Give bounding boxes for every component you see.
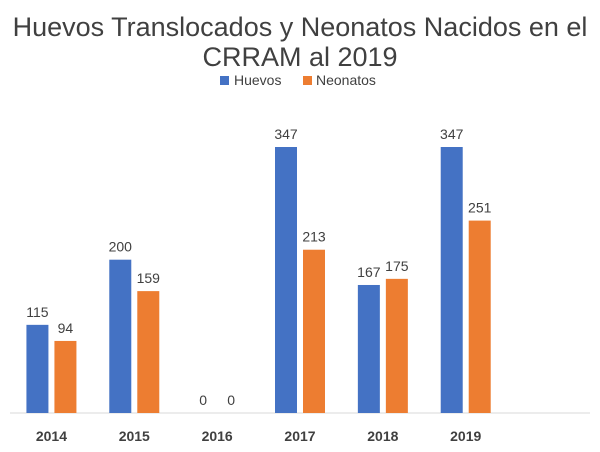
bar-neonatos-2014 (54, 340, 77, 413)
legend-label-huevos: Huevos (234, 72, 281, 88)
bar-huevos-2019 (440, 147, 463, 413)
data-label-neonatos-2019: 251 (468, 200, 492, 216)
bar-huevos-2018 (357, 284, 380, 413)
x-tick-label-2014: 2014 (36, 428, 67, 444)
chart-title-line-2: CRRAM al 2019 (202, 42, 397, 72)
data-label-huevos-2019: 347 (440, 126, 464, 142)
data-label-neonatos-2016: 0 (227, 392, 235, 408)
data-label-neonatos-2014: 94 (58, 320, 74, 336)
legend-swatch-huevos (220, 76, 229, 85)
bar-neonatos-2019 (468, 220, 491, 413)
bar-neonatos-2015 (137, 291, 160, 413)
x-tick-label-2016: 2016 (202, 428, 233, 444)
legend-label-neonatos: Neonatos (316, 72, 376, 88)
data-label-huevos-2016: 0 (199, 392, 207, 408)
data-label-huevos-2017: 347 (274, 126, 298, 142)
x-tick-label-2018: 2018 (367, 428, 398, 444)
data-label-huevos-2015: 200 (109, 239, 133, 255)
bar-neonatos-2017 (303, 249, 325, 413)
chart-title: Huevos Translocados y Neonatos Nacidos e… (13, 12, 588, 72)
data-label-neonatos-2015: 159 (137, 270, 161, 286)
bar-neonatos-2018 (385, 278, 408, 413)
x-tick-label-2017: 2017 (284, 428, 315, 444)
legend-swatch-neonatos (303, 76, 312, 85)
data-label-huevos-2014: 115 (26, 304, 49, 320)
data-label-neonatos-2017: 213 (302, 229, 326, 245)
legend: Huevos Neonatos (220, 72, 376, 88)
data-label-neonatos-2018: 175 (385, 258, 409, 274)
bar-huevos-2015 (109, 259, 132, 413)
chart-title-line-1: Huevos Translocados y Neonatos Nacidos e… (13, 12, 588, 42)
data-label-huevos-2018: 167 (357, 264, 381, 280)
bar-huevos-2017 (275, 147, 297, 413)
x-tick-label-2019: 2019 (450, 428, 481, 444)
x-tick-label-2015: 2015 (119, 428, 150, 444)
bar-huevos-2014 (26, 324, 49, 413)
